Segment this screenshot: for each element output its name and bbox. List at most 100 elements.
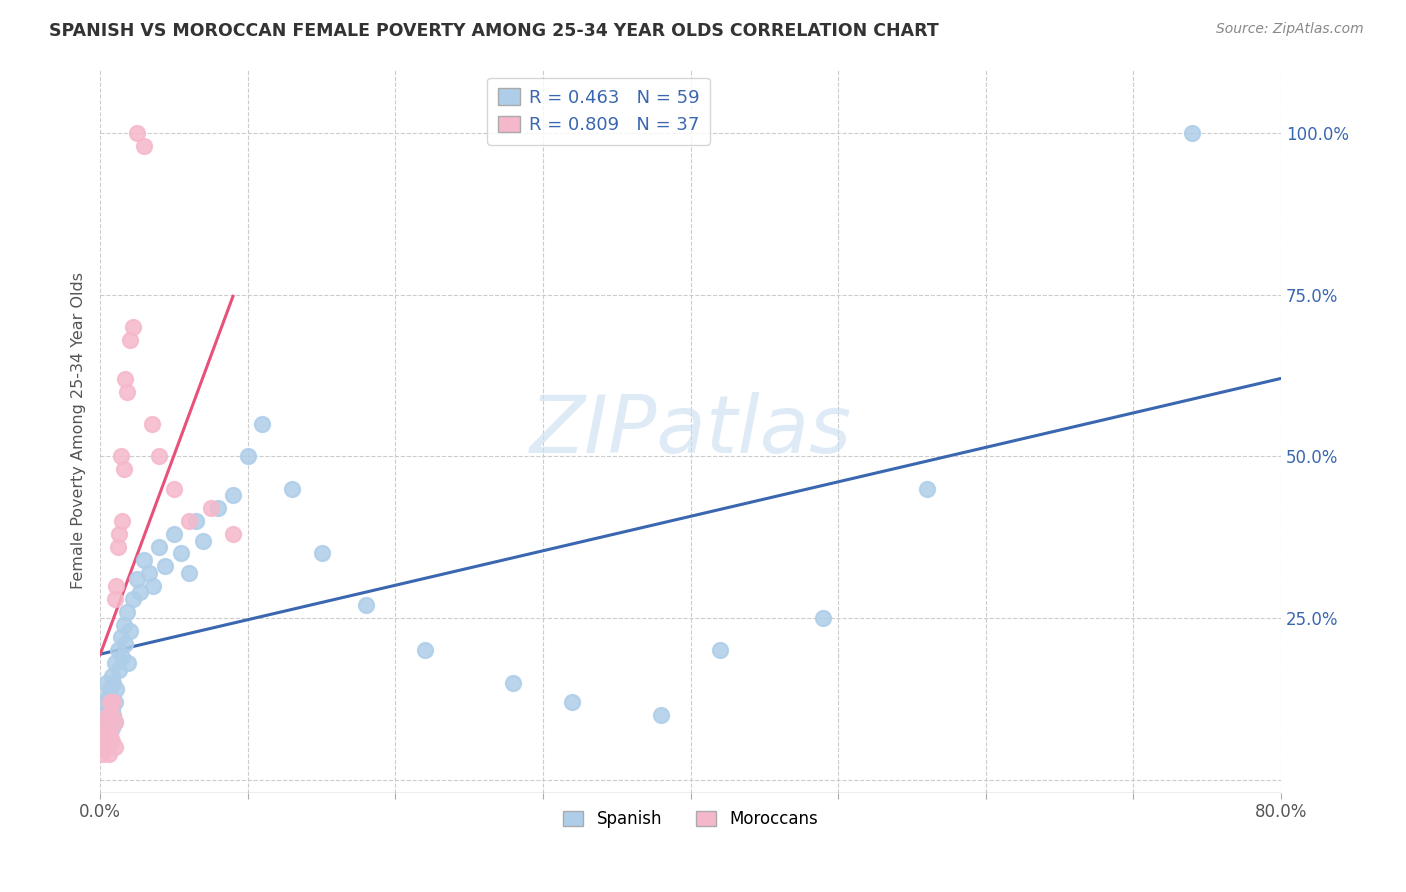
Point [107,540,129,554]
Point [107,643,129,657]
Point [134,139,156,153]
Text: SPANISH VS MOROCCAN FEMALE POVERTY AMONG 25-34 YEAR OLDS CORRELATION CHART: SPANISH VS MOROCCAN FEMALE POVERTY AMONG… [49,22,939,40]
Point [110,450,132,464]
Point [413,643,436,657]
Point [90,708,112,723]
Point [915,482,938,496]
Point [91,747,114,761]
Point [93,714,115,729]
Point [96,689,118,703]
Point [103,675,125,690]
Point [709,643,731,657]
Point [153,559,176,574]
Point [118,624,141,638]
Point [200,501,222,516]
Point [100,695,122,709]
Point [121,320,143,334]
Y-axis label: Female Poverty Among 25-34 Year Olds: Female Poverty Among 25-34 Year Olds [72,272,86,589]
Point [111,649,134,664]
Point [103,695,125,709]
Point [311,546,333,560]
Point [105,682,128,697]
Point [104,657,127,671]
Point [502,675,524,690]
Point [222,488,245,502]
Point [94,675,117,690]
Point [98,695,121,709]
Text: Source: ZipAtlas.com: Source: ZipAtlas.com [1216,22,1364,37]
Point [112,617,135,632]
Point [96,708,118,723]
Point [104,714,127,729]
Point [121,591,143,606]
Point [98,721,121,735]
Point [110,631,132,645]
Point [222,527,245,541]
Point [101,734,124,748]
Point [141,417,163,431]
Point [117,657,139,671]
Point [118,333,141,347]
Point [125,126,148,140]
Point [193,533,215,548]
Point [98,727,121,741]
Point [96,721,118,735]
Point [236,450,259,464]
Point [112,462,135,476]
Point [93,714,115,729]
Point [94,740,117,755]
Point [134,553,156,567]
Point [1181,126,1204,140]
Point [94,721,117,735]
Point [813,611,835,625]
Point [561,695,583,709]
Point [115,605,138,619]
Point [104,714,127,729]
Point [138,566,160,580]
Point [96,734,118,748]
Point [98,747,121,761]
Legend: Spanish, Moroccans: Spanish, Moroccans [557,804,824,835]
Point [100,727,122,741]
Point [177,514,200,528]
Point [650,708,672,723]
Point [91,727,114,741]
Point [104,591,127,606]
Point [91,721,114,735]
Point [129,585,152,599]
Point [148,540,170,554]
Point [252,417,274,431]
Point [142,579,165,593]
Point [170,546,193,560]
Point [100,682,122,697]
Point [93,734,115,748]
Point [177,566,200,580]
Point [163,482,186,496]
Point [115,384,138,399]
Point [101,708,124,723]
Point [108,663,131,677]
Point [114,637,136,651]
Point [94,734,117,748]
Point [105,579,128,593]
Point [163,527,186,541]
Point [103,708,125,723]
Point [354,598,377,612]
Point [148,450,170,464]
Point [101,669,124,683]
Point [184,514,207,528]
Point [90,740,112,755]
Point [281,482,304,496]
Point [101,701,124,715]
Point [93,695,115,709]
Point [96,708,118,723]
Point [108,527,131,541]
Point [111,514,134,528]
Point [101,721,124,735]
Text: ZIPatlas: ZIPatlas [530,392,852,469]
Point [104,695,127,709]
Point [104,740,127,755]
Point [100,708,122,723]
Point [207,501,229,516]
Point [114,372,136,386]
